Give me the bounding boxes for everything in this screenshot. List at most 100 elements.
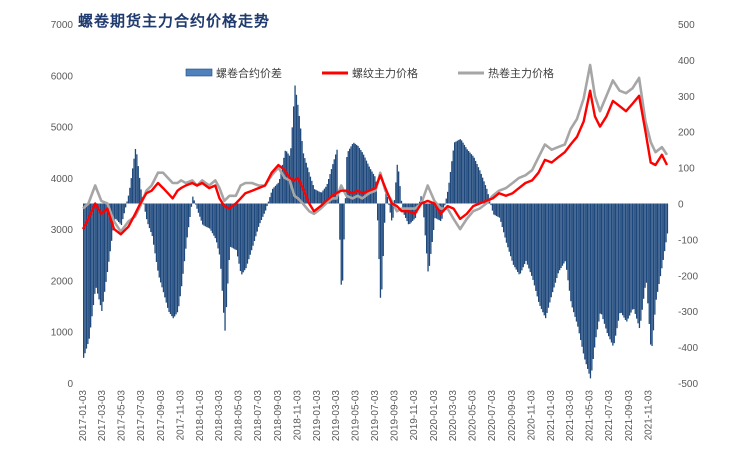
spread-bar (91, 203, 93, 317)
spread-bar (393, 200, 396, 204)
spread-bar (337, 194, 340, 204)
x-tick-label: 2017-05-03 (116, 390, 127, 442)
x-tick-label: 2019-09-03 (390, 390, 401, 442)
spread-bar (472, 155, 474, 204)
spread-bar (641, 203, 643, 310)
spread-bar (312, 185, 314, 204)
spread-bar (225, 203, 228, 308)
spread-bar (318, 191, 320, 204)
spread-bar (601, 203, 603, 315)
spread-bar (134, 148, 137, 204)
spread-bar (356, 144, 358, 204)
spread-bar (126, 201, 128, 204)
spread-bar (113, 203, 116, 220)
spread-bar (252, 203, 254, 246)
spread-bar (83, 203, 85, 358)
y-right-tick-label: -300 (678, 307, 698, 318)
spread-bar (358, 147, 361, 204)
spread-bar (640, 203, 642, 321)
spread-bar (428, 203, 431, 266)
spread-bar (260, 203, 263, 221)
spread-bar (563, 203, 565, 264)
x-tick-label: 2020-01-03 (429, 390, 440, 442)
x-tick-label: 2020-05-03 (468, 390, 479, 442)
spread-bar (253, 203, 256, 242)
spread-bar (155, 203, 158, 262)
spread-bar (391, 203, 393, 221)
spread-bar (522, 203, 524, 268)
spread-bar (245, 203, 247, 269)
spread-bar (232, 203, 235, 249)
spread-bar (325, 186, 327, 204)
spread-bar (666, 203, 669, 234)
spread-bar (468, 151, 470, 204)
spread-bar (616, 203, 618, 329)
y-right-tick-label: 500 (678, 20, 695, 31)
x-tick-label: 2019-03-03 (331, 390, 342, 442)
spread-bar (647, 203, 649, 304)
spread-bar (344, 198, 347, 204)
spread-bar (171, 203, 173, 317)
spread-bar (489, 199, 491, 204)
spread-bar (332, 164, 334, 204)
y-left-tick-label: 5000 (51, 123, 74, 134)
spread-bar (617, 203, 620, 321)
legend-label: 螺纹主力价格 (352, 66, 418, 80)
spread-bar (280, 171, 282, 204)
hrc-price-line (82, 63, 669, 233)
spread-bar (398, 171, 400, 204)
spread-bar (199, 203, 201, 217)
spread-bar (277, 182, 279, 204)
spread-bar (122, 203, 124, 220)
spread-bar (85, 203, 88, 349)
spread-bar (158, 203, 160, 278)
spread-bar (603, 203, 606, 324)
legend-swatch (185, 68, 213, 77)
spread-bar (379, 203, 382, 298)
y-right-tick-label: -500 (678, 379, 698, 390)
spread-bar (532, 203, 534, 280)
spread-bar (648, 203, 650, 324)
spread-bar (479, 170, 481, 204)
spread-bar (169, 203, 172, 315)
spread-bar (365, 160, 368, 204)
spread-bar (309, 176, 312, 204)
spread-bar (118, 203, 120, 223)
spread-bar (336, 149, 338, 204)
spread-bar (266, 203, 268, 207)
spread-bar (98, 203, 100, 300)
spread-bar (665, 203, 667, 243)
spread-bar (349, 148, 351, 204)
spread-bar (244, 203, 246, 271)
spread-bar (451, 161, 453, 204)
x-tick-label: 2019-11-03 (409, 390, 420, 441)
spread-bar (609, 203, 611, 340)
spread-bar (90, 203, 92, 328)
spread-bar (323, 188, 326, 204)
spread-bar (508, 203, 510, 252)
x-tick-label: 2017-09-03 (156, 390, 167, 442)
spread-bar (539, 203, 541, 306)
spread-bar (294, 85, 296, 204)
spread-bar (176, 203, 179, 313)
spread-bar (396, 164, 398, 204)
spread-bar (445, 198, 447, 204)
spread-bar (454, 142, 456, 204)
spread-bar (533, 203, 536, 286)
spread-bar (392, 203, 394, 218)
spread-bar (371, 171, 373, 204)
x-tick-label: 2018-03-03 (214, 390, 225, 442)
spread-bar (507, 203, 509, 248)
spread-bar (353, 142, 355, 204)
x-tick-label: 2019-07-03 (370, 390, 381, 442)
spread-bar (214, 203, 216, 239)
spread-bar (627, 203, 629, 319)
spread-bar (125, 203, 127, 208)
spread-bar (368, 166, 370, 204)
spread-bar (168, 203, 170, 312)
spread-bar (400, 200, 403, 204)
spread-bar (102, 203, 104, 302)
spread-bar (370, 169, 372, 204)
spread-bar (631, 203, 634, 310)
spread-bar (528, 203, 530, 269)
